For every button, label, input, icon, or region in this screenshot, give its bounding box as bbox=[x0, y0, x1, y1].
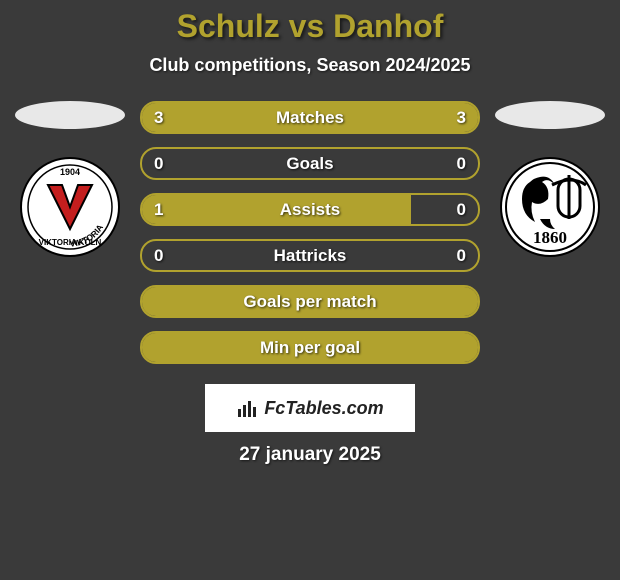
stats-column: 3 Matches 3 0 Goals 0 1 Assists 0 bbox=[140, 101, 480, 364]
stat-row-goals: 0 Goals 0 bbox=[140, 147, 480, 180]
stat-label: Min per goal bbox=[260, 338, 360, 358]
stat-row-gpm: Goals per match bbox=[140, 285, 480, 318]
stat-row-assists: 1 Assists 0 bbox=[140, 193, 480, 226]
stat-left-value: 3 bbox=[154, 108, 163, 128]
left-column: 1904 VIKTORIA KÖLN VIKTORIA KÖLN bbox=[10, 101, 130, 257]
stat-label: Assists bbox=[280, 200, 340, 220]
stat-right-value: 0 bbox=[457, 154, 466, 174]
stat-label: Matches bbox=[276, 108, 344, 128]
stat-label: Hattricks bbox=[274, 246, 347, 266]
subtitle: Club competitions, Season 2024/2025 bbox=[149, 55, 470, 76]
attribution-box: FcTables.com bbox=[205, 384, 415, 432]
stat-right-value: 3 bbox=[457, 108, 466, 128]
stat-left-value: 0 bbox=[154, 154, 163, 174]
right-column: 1860 bbox=[490, 101, 610, 257]
chart-icon bbox=[236, 397, 258, 419]
date-text: 27 january 2025 bbox=[239, 444, 381, 466]
svg-text:1860: 1860 bbox=[533, 228, 567, 247]
left-player-placeholder bbox=[15, 101, 125, 129]
svg-text:VIKTORIA KÖLN: VIKTORIA KÖLN bbox=[39, 238, 102, 247]
right-player-placeholder bbox=[495, 101, 605, 129]
stat-row-mpg: Min per goal bbox=[140, 331, 480, 364]
stat-right-value: 0 bbox=[457, 246, 466, 266]
right-team-badge: 1860 bbox=[500, 157, 600, 257]
stat-row-hattricks: 0 Hattricks 0 bbox=[140, 239, 480, 272]
main-area: 1904 VIKTORIA KÖLN VIKTORIA KÖLN 3 Match… bbox=[0, 101, 620, 364]
stat-label: Goals per match bbox=[243, 292, 376, 312]
left-team-badge: 1904 VIKTORIA KÖLN VIKTORIA KÖLN bbox=[20, 157, 120, 257]
viktoria-koln-badge-icon: 1904 VIKTORIA KÖLN VIKTORIA KÖLN bbox=[20, 157, 120, 257]
1860-munich-badge-icon: 1860 bbox=[500, 157, 600, 257]
stat-left-value: 0 bbox=[154, 246, 163, 266]
svg-text:1904: 1904 bbox=[60, 167, 80, 177]
bar-left bbox=[142, 195, 411, 224]
stat-right-value: 0 bbox=[457, 200, 466, 220]
attribution-text: FcTables.com bbox=[264, 398, 383, 419]
stat-left-value: 1 bbox=[154, 200, 163, 220]
stat-row-matches: 3 Matches 3 bbox=[140, 101, 480, 134]
stat-label: Goals bbox=[286, 154, 333, 174]
page-title: Schulz vs Danhof bbox=[177, 8, 444, 45]
comparison-card: Schulz vs Danhof Club competitions, Seas… bbox=[0, 0, 620, 580]
